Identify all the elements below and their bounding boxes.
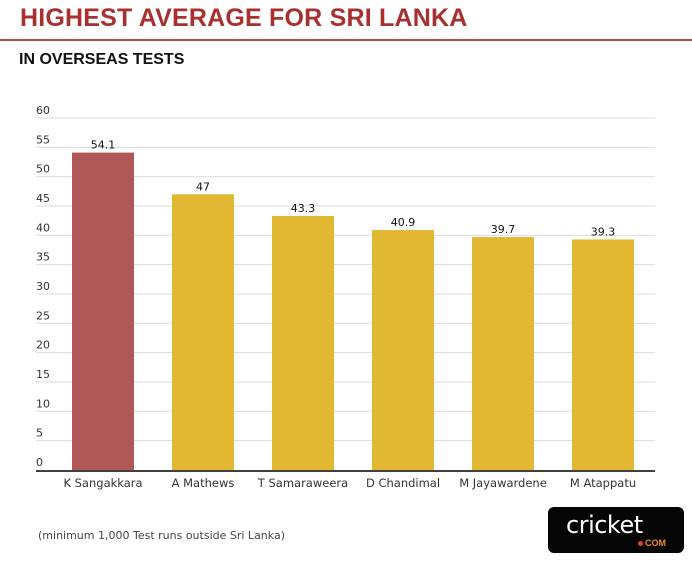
y-tick-label: 0 bbox=[36, 456, 43, 469]
y-axis-ticks: 0 5 10 15 20 25 30 35 40 45 50 55 60 bbox=[36, 104, 50, 469]
y-tick-label: 35 bbox=[36, 251, 50, 264]
logo-wordmark: cricket bbox=[566, 511, 643, 539]
bar-chart: 0 5 10 15 20 25 30 35 40 45 50 55 60 54.1 47 43.3 40.9 3… bbox=[36, 104, 655, 490]
data-label: 43.3 bbox=[291, 202, 316, 215]
gridlines bbox=[36, 117, 655, 442]
x-tick-label: T Samaraweera bbox=[257, 476, 348, 490]
bar bbox=[472, 237, 534, 470]
bar bbox=[172, 194, 234, 470]
title-divider bbox=[0, 39, 692, 41]
data-label: 39.7 bbox=[491, 223, 516, 236]
footnote: (minimum 1,000 Test runs outside Sri Lan… bbox=[38, 529, 285, 542]
x-tick-label: M Jayawardene bbox=[459, 476, 547, 490]
x-axis-ticks: K Sangakkara A Mathews T Samaraweera D Chan… bbox=[63, 476, 636, 490]
logo-suffix-text: COM bbox=[645, 538, 666, 548]
bars bbox=[72, 152, 634, 470]
data-label: 47 bbox=[196, 180, 210, 193]
cricket-com-logo: cricket COM bbox=[548, 507, 684, 553]
logo-dot-icon bbox=[638, 541, 643, 547]
y-tick-label: 15 bbox=[36, 368, 50, 381]
y-tick-label: 10 bbox=[36, 397, 50, 410]
data-labels: 54.1 47 43.3 40.9 39.7 39.3 bbox=[91, 139, 616, 239]
x-tick-label: D Chandimal bbox=[366, 476, 440, 490]
data-label: 40.9 bbox=[391, 216, 416, 229]
y-tick-label: 55 bbox=[36, 133, 50, 146]
bar bbox=[272, 215, 334, 470]
data-label: 54.1 bbox=[91, 139, 116, 152]
y-tick-label: 60 bbox=[36, 104, 50, 117]
y-tick-label: 40 bbox=[36, 221, 50, 234]
chart-subtitle: IN OVERSEAS TESTS bbox=[19, 51, 185, 68]
x-tick-label: M Atappatu bbox=[570, 476, 636, 490]
x-tick-label: K Sangakkara bbox=[63, 476, 142, 490]
data-label: 39.3 bbox=[591, 225, 616, 238]
bar bbox=[572, 239, 634, 470]
y-tick-label: 45 bbox=[36, 192, 50, 205]
y-tick-label: 5 bbox=[36, 427, 43, 440]
chart-title: HIGHEST AVERAGE FOR SRI LANKA bbox=[20, 4, 468, 32]
y-tick-label: 30 bbox=[36, 280, 50, 293]
y-tick-label: 25 bbox=[36, 309, 50, 322]
logo-suffix: COM bbox=[638, 538, 666, 548]
bar bbox=[372, 230, 434, 470]
y-tick-label: 20 bbox=[36, 339, 50, 352]
x-tick-label: A Mathews bbox=[172, 476, 235, 490]
y-tick-label: 50 bbox=[36, 163, 50, 176]
bar bbox=[72, 152, 134, 470]
